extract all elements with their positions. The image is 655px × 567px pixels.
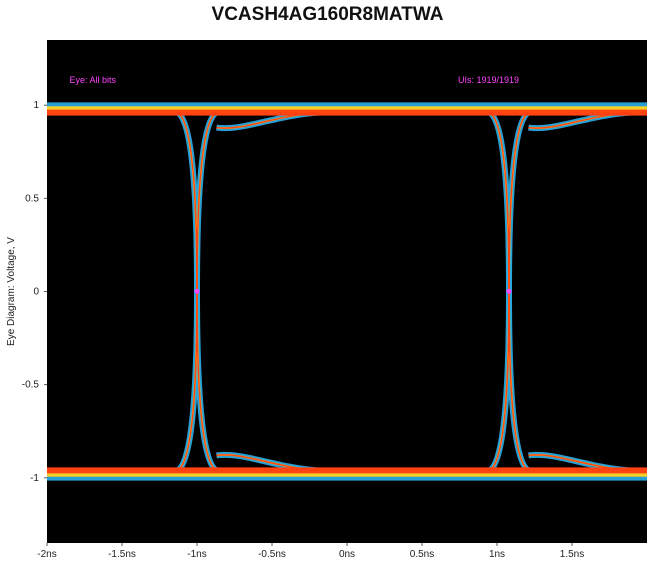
eye-trace-2-2	[528, 111, 630, 129]
eye-annotation: Eye: All bits	[70, 75, 117, 85]
x-tick-label: 0.5ns	[410, 549, 434, 560]
ui-count-annotation: UIs: 1919/1919	[458, 75, 519, 85]
y-tick-label: 1	[33, 100, 39, 111]
crossing-point-1	[194, 289, 200, 294]
eye-trace-1-2	[216, 111, 318, 129]
x-tick-label: -0.5ns	[258, 549, 286, 560]
eye-trace-1-3	[216, 454, 318, 472]
x-tick-label: 1ns	[489, 549, 505, 560]
eye-trace-2-3	[528, 454, 630, 472]
y-tick-label: 0	[33, 287, 39, 298]
x-tick-label: -1ns	[187, 549, 206, 560]
y-tick-label: 0.5	[25, 193, 39, 204]
y-tick-label: -1	[30, 473, 39, 484]
chart-title: VCASH4AG160R8MATWA	[211, 4, 444, 25]
crossing-point-2	[506, 289, 512, 294]
plot-area	[47, 40, 647, 543]
y-axis-label: Eye Diagram: Voltage, V	[6, 237, 17, 346]
y-tick-label: -0.5	[22, 380, 40, 391]
x-tick-label: -2ns	[37, 549, 56, 560]
x-tick-label: 0ns	[339, 549, 355, 560]
x-tick-label: -1.5ns	[108, 549, 136, 560]
x-tick-label: 1.5ns	[560, 549, 584, 560]
